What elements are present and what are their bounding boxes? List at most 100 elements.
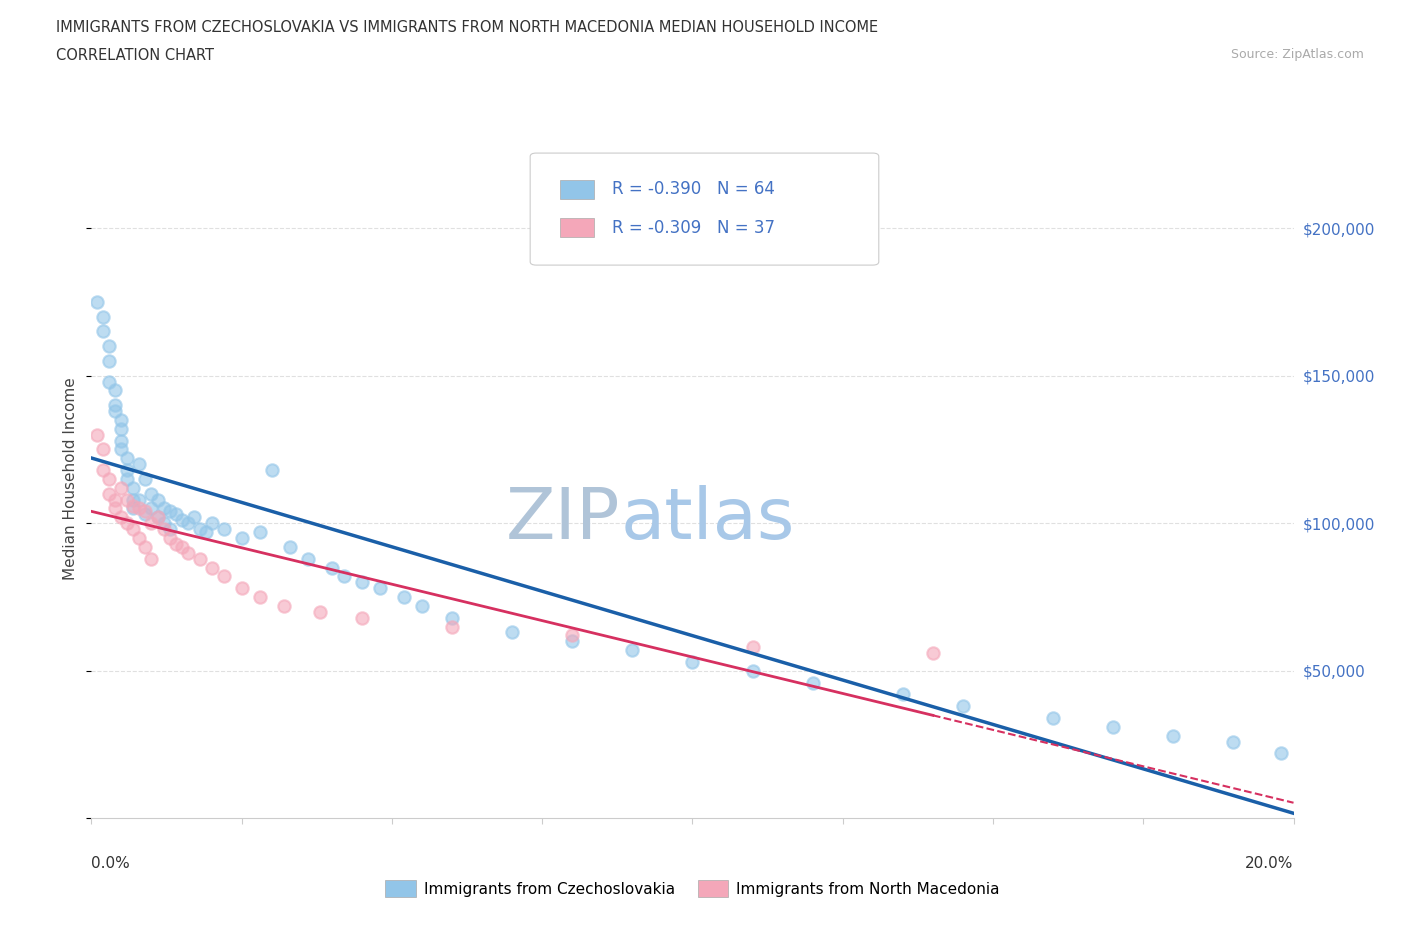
Point [141,486,163,501]
Point [146,510,169,525]
Point [146,492,169,507]
Point [93,324,115,339]
Point [165,537,187,551]
Text: R = -0.309   N = 37: R = -0.309 N = 37 [612,219,775,237]
Point [333,569,356,584]
Point [117,516,139,531]
Point [110,433,132,448]
Point [170,512,193,527]
Point [110,442,132,457]
Text: R = -0.390   N = 64: R = -0.390 N = 64 [612,180,775,198]
Point [440,610,463,625]
Point [134,539,156,554]
Point [110,413,132,428]
Point [110,481,132,496]
Point [183,510,205,525]
Point [350,575,373,590]
Legend: Immigrants from Czechoslovakia, Immigrants from North Macedonia: Immigrants from Czechoslovakia, Immigran… [380,873,1005,903]
Point [194,525,217,539]
Point [368,580,391,595]
Point [122,481,145,496]
Point [231,530,253,545]
Point [350,610,373,625]
Point [1161,728,1184,743]
Point [188,551,211,566]
Point [128,492,150,507]
Text: ZIP: ZIP [506,485,620,554]
Point [501,625,523,640]
Point [231,580,253,595]
Point [801,675,824,690]
Point [141,501,163,516]
Bar [560,219,593,237]
Point [152,522,174,537]
Point [134,507,156,522]
Point [128,457,150,472]
Point [952,698,974,713]
Text: IMMIGRANTS FROM CZECHOSLOVAKIA VS IMMIGRANTS FROM NORTH MACEDONIA MEDIAN HOUSEHO: IMMIGRANTS FROM CZECHOSLOVAKIA VS IMMIGR… [56,20,879,35]
Point [128,501,150,516]
Point [110,510,132,525]
Point [741,640,763,655]
Point [392,590,415,604]
Point [141,551,163,566]
Point [260,462,283,477]
Point [146,510,169,525]
Point [152,501,174,516]
Point [117,462,139,477]
Point [1222,734,1244,749]
Point [321,560,343,575]
Point [134,472,156,486]
Point [86,295,108,310]
Point [122,492,145,507]
Point [122,498,145,513]
Point [152,516,174,531]
Point [104,501,127,516]
Point [98,353,121,368]
Point [922,645,945,660]
Point [159,504,181,519]
Point [86,427,108,442]
Point [104,383,127,398]
Point [212,522,235,537]
Point [98,486,121,501]
Point [561,634,583,649]
Bar [560,179,593,199]
Text: 0.0%: 0.0% [91,856,131,870]
Point [297,551,319,566]
Text: atlas: atlas [620,485,794,554]
Point [278,539,301,554]
Point [188,522,211,537]
Point [621,643,644,658]
Point [134,504,156,519]
Point [117,492,139,507]
Point [212,569,235,584]
Point [681,655,703,670]
Point [176,516,198,531]
Point [117,451,139,466]
Point [104,398,127,413]
Point [561,628,583,643]
Point [117,472,139,486]
Point [141,516,163,531]
Point [122,522,145,537]
Point [249,525,271,539]
Point [122,501,145,516]
Point [891,687,914,702]
Point [1042,711,1064,725]
Y-axis label: Median Household Income: Median Household Income [63,378,79,580]
Point [1270,746,1292,761]
Point [1102,720,1125,735]
Text: Source: ZipAtlas.com: Source: ZipAtlas.com [1230,48,1364,61]
Point [159,530,181,545]
Point [159,522,181,537]
Point [93,442,115,457]
Point [308,604,330,619]
Point [170,539,193,554]
Point [98,472,121,486]
Point [104,404,127,418]
Point [93,462,115,477]
Point [273,598,295,613]
Point [411,598,433,613]
Point [201,516,224,531]
